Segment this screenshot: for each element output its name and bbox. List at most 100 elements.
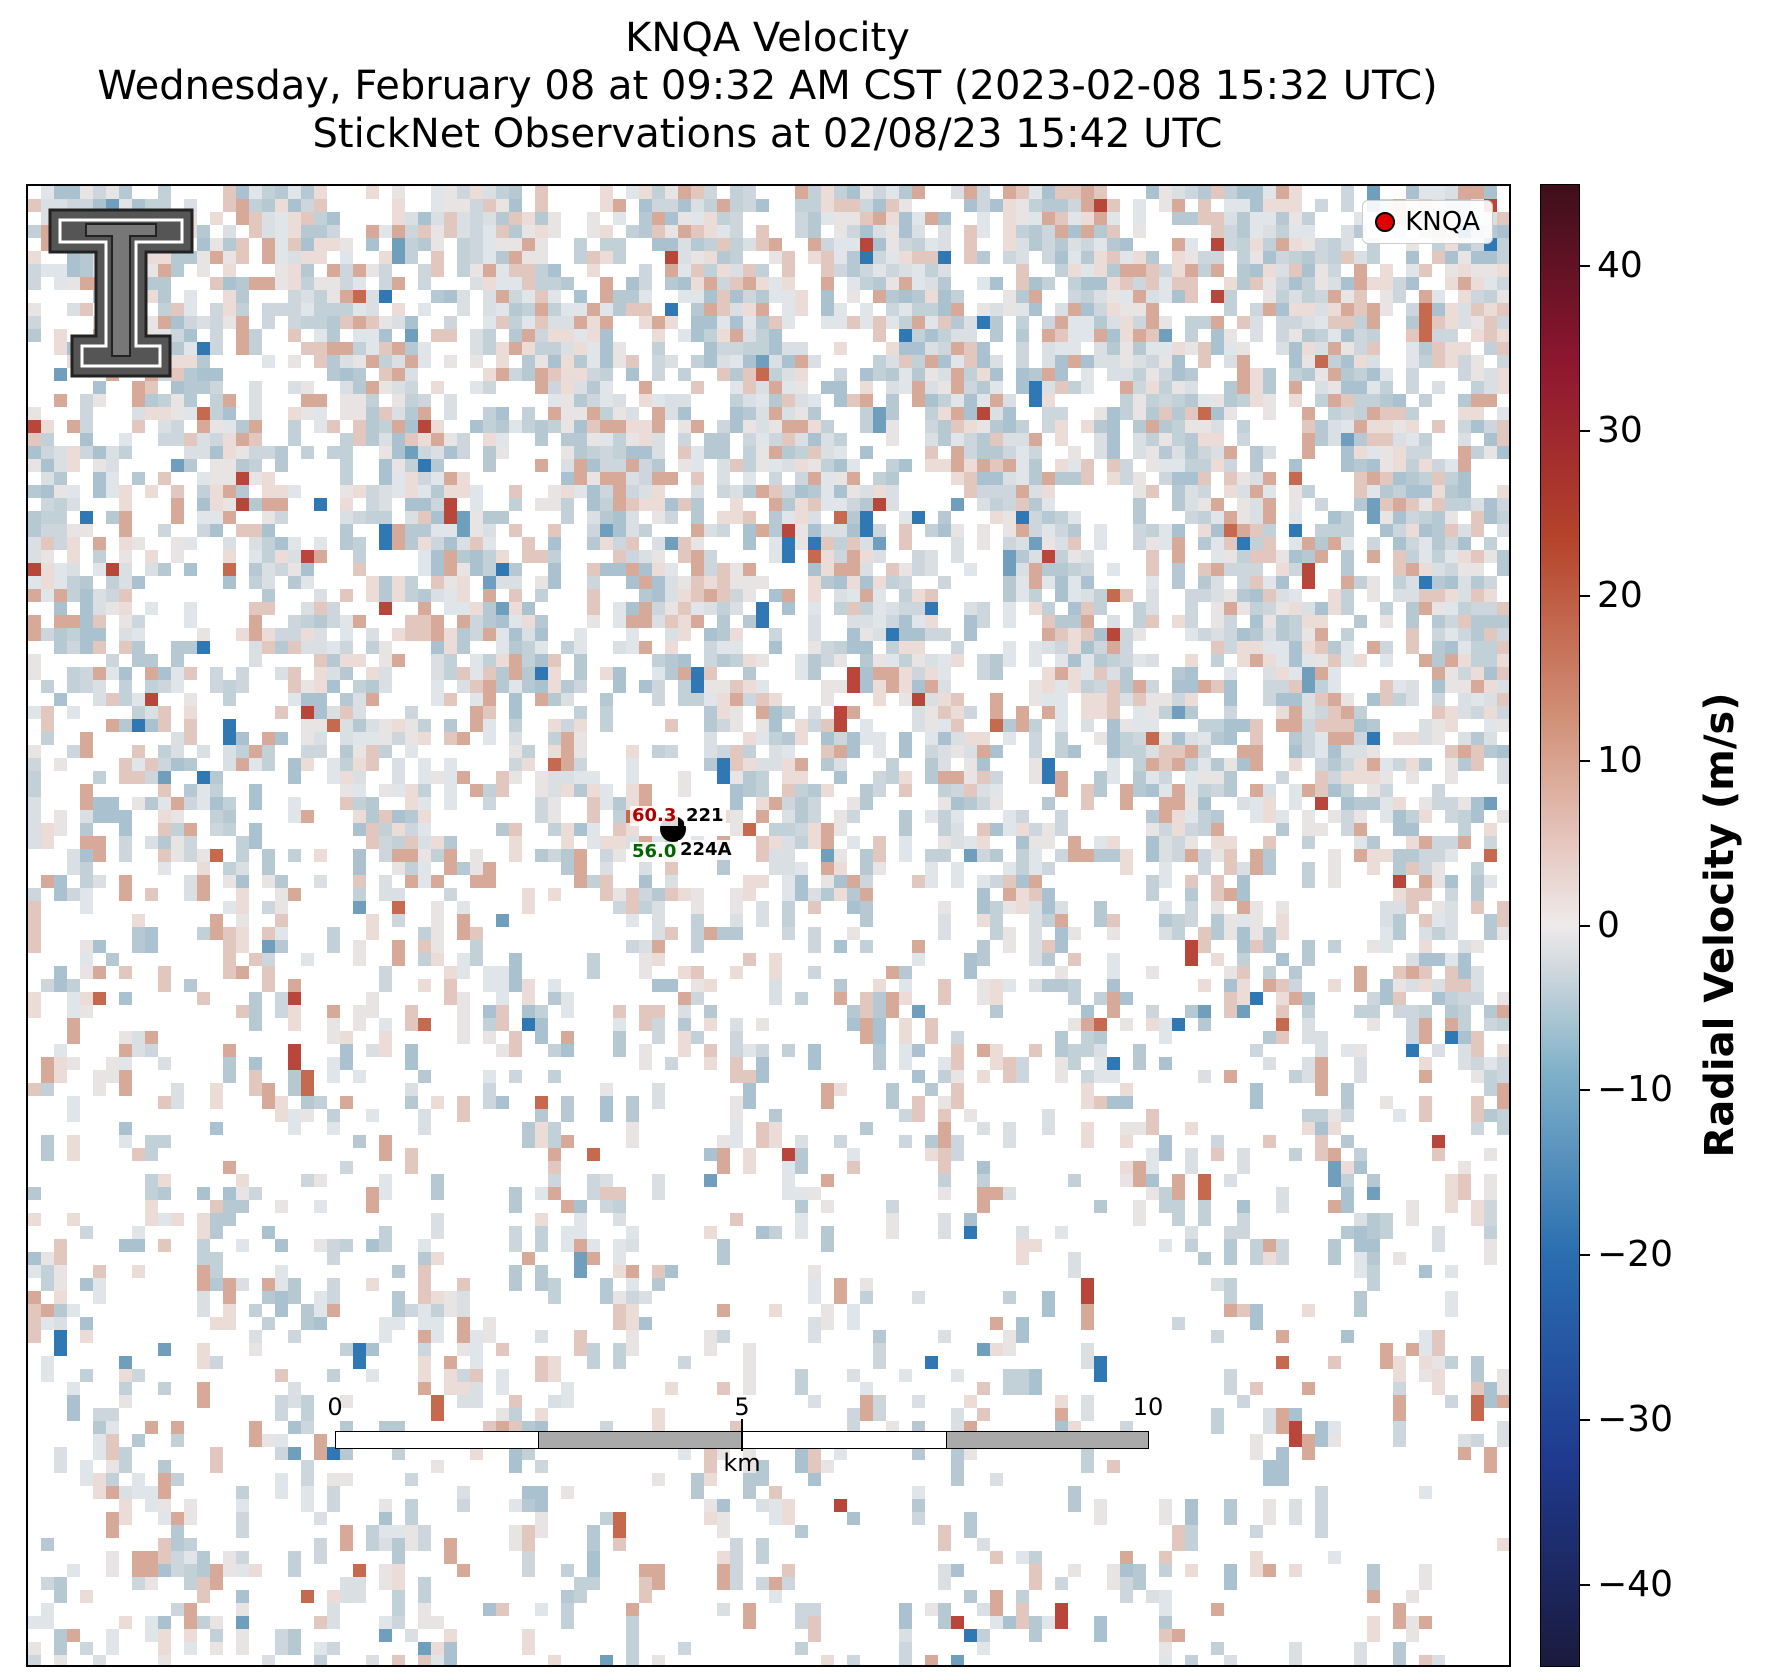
velocity-pixel (1471, 563, 1484, 576)
velocity-pixel (379, 784, 392, 797)
velocity-pixel (1120, 992, 1133, 1005)
velocity-pixel (1510, 472, 1511, 485)
velocity-pixel (1250, 628, 1263, 641)
velocity-pixel (769, 524, 782, 537)
velocity-pixel (613, 1213, 626, 1226)
velocity-pixel (171, 1525, 184, 1551)
velocity-pixel (925, 706, 938, 732)
velocity-pixel (1380, 615, 1393, 628)
velocity-pixel (678, 771, 691, 797)
velocity-pixel (353, 693, 366, 719)
radar-map[interactable]: KNQA 60.3 221 56.0 224A (26, 184, 1511, 1667)
velocity-pixel (223, 823, 236, 836)
velocity-pixel (1497, 745, 1509, 758)
velocity-pixel (587, 524, 600, 537)
velocity-pixel (80, 888, 93, 901)
velocity-pixel (1380, 771, 1393, 784)
velocity-pixel (1120, 238, 1133, 251)
velocity-pixel (704, 329, 717, 342)
obs-value-224A: 56.0 (630, 841, 679, 862)
velocity-pixel (1224, 628, 1237, 654)
velocity-pixel (704, 524, 717, 537)
velocity-pixel (1003, 1187, 1016, 1200)
velocity-pixel (470, 940, 483, 966)
velocity-pixel (288, 407, 301, 420)
velocity-pixel (1419, 394, 1432, 407)
velocity-pixel (1276, 251, 1289, 264)
velocity-pixel (1328, 979, 1341, 992)
velocity-pixel (951, 1460, 964, 1486)
velocity-pixel (379, 459, 392, 485)
velocity-pixel (1315, 719, 1328, 732)
velocity-pixel (691, 576, 704, 602)
velocity-pixel (1237, 602, 1250, 615)
velocity-pixel (1419, 1369, 1432, 1382)
velocity-pixel (782, 1187, 795, 1200)
velocity-pixel (548, 563, 561, 589)
velocity-pixel (873, 485, 886, 498)
velocity-pixel (1094, 264, 1107, 277)
velocity-pixel (184, 719, 197, 745)
velocity-pixel (1237, 953, 1250, 966)
velocity-pixel (1120, 589, 1133, 602)
velocity-pixel (457, 511, 470, 537)
velocity-pixel (535, 368, 548, 394)
velocity-pixel (444, 784, 457, 810)
velocity-pixel (912, 368, 925, 381)
velocity-pixel (1406, 1200, 1419, 1226)
velocity-pixel (1224, 589, 1237, 602)
velocity-pixel (1016, 810, 1029, 823)
velocity-pixel (1458, 953, 1471, 979)
velocity-pixel (28, 927, 41, 953)
velocity-pixel (1315, 394, 1328, 407)
velocity-pixel (1510, 446, 1511, 472)
velocity-pixel (1081, 459, 1094, 485)
velocity-pixel (1159, 927, 1172, 940)
velocity-pixel (925, 303, 938, 316)
velocity-pixel (1341, 342, 1354, 355)
velocity-pixel (951, 732, 964, 745)
velocity-pixel (613, 901, 626, 914)
velocity-pixel (964, 420, 977, 433)
velocity-pixel (197, 1213, 210, 1239)
velocity-pixel (1445, 186, 1458, 199)
velocity-pixel (1224, 719, 1237, 745)
velocity-pixel (717, 1239, 730, 1265)
velocity-pixel (717, 615, 730, 641)
velocity-pixel (1016, 524, 1029, 537)
velocity-pixel (340, 654, 353, 667)
velocity-pixel (1042, 199, 1055, 212)
velocity-pixel (717, 212, 730, 225)
velocity-pixel (171, 797, 184, 810)
velocity-pixel (1146, 810, 1159, 823)
velocity-pixel (1081, 251, 1094, 264)
velocity-pixel (1497, 810, 1509, 823)
velocity-pixel (314, 550, 327, 563)
velocity-pixel (340, 797, 353, 810)
velocity-pixel (67, 1629, 80, 1642)
velocity-pixel (1328, 849, 1341, 862)
velocity-pixel (1185, 381, 1198, 394)
velocity-pixel (977, 1642, 990, 1655)
velocity-pixel (1432, 1330, 1445, 1356)
velocity-pixel (1419, 810, 1432, 823)
velocity-pixel (67, 1018, 80, 1044)
velocity-pixel (899, 225, 912, 238)
velocity-pixel (444, 355, 457, 368)
velocity-pixel (171, 303, 184, 316)
velocity-pixel (405, 1499, 418, 1525)
velocity-pixel (1380, 654, 1393, 667)
velocity-pixel (717, 264, 730, 277)
velocity-pixel (756, 446, 769, 472)
velocity-pixel (171, 537, 184, 563)
velocity-pixel (184, 446, 197, 459)
velocity-pixel (158, 524, 171, 537)
velocity-pixel (769, 979, 782, 1005)
velocity-pixel (106, 667, 119, 680)
velocity-pixel (925, 628, 938, 641)
velocity-pixel (1419, 719, 1432, 745)
velocity-pixel (1107, 914, 1120, 927)
velocity-pixel (535, 498, 548, 511)
velocity-pixel (171, 420, 184, 446)
velocity-pixel (548, 1044, 561, 1057)
